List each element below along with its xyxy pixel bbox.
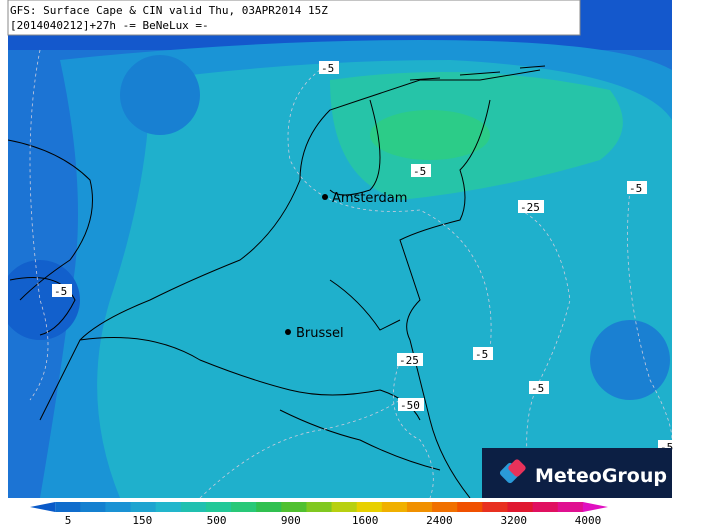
field-region	[120, 55, 200, 135]
title-line: GFS: Surface Cape & CIN valid Thu, 03APR…	[10, 4, 328, 17]
title-box	[7, 0, 581, 36]
contour-label: -50	[400, 399, 420, 412]
colorbar-segment	[80, 502, 106, 512]
map	[8, 0, 672, 498]
logo-text: MeteoGroup	[535, 465, 667, 487]
colorbar-segment	[205, 502, 232, 512]
colorbar-tick-label: 4000	[575, 514, 602, 526]
contour-label: -5	[475, 348, 488, 361]
colorbar-tick-label: 500	[207, 514, 227, 526]
colorbar: 5 150 500 900 1600 2400 3200 4000	[30, 502, 608, 527]
field-region	[8, 260, 80, 340]
colorbar-segment	[180, 502, 207, 512]
colorbar-segment	[356, 502, 383, 512]
colorbar-segment	[557, 502, 584, 512]
colorbar-segment	[381, 502, 408, 512]
contour-label: -5	[413, 165, 426, 178]
colorbar-segment	[406, 502, 433, 512]
colorbar-tick-label: 2400	[426, 514, 453, 526]
colorbar-tick-label: 5	[65, 514, 72, 526]
logo-icon	[499, 459, 526, 484]
contour-label: -5	[531, 382, 544, 395]
colorbar-segment	[30, 502, 56, 512]
title-line: [2014040212]+27h -= BeNeLux =-	[10, 19, 209, 32]
colorbar-tick-label: 900	[281, 514, 301, 526]
colorbar-segment	[331, 502, 358, 512]
borders	[8, 65, 546, 498]
colorbar-segment	[155, 502, 182, 512]
colorbar-tick-label: 150	[132, 514, 152, 526]
colorbar-segment	[55, 502, 81, 512]
colorbar-segment	[130, 502, 157, 512]
city-dot	[285, 329, 291, 335]
field-region	[590, 320, 670, 400]
contour-label: -5	[54, 285, 67, 298]
colorbar-segment	[507, 502, 534, 512]
contour-labels: -5 -5 -25 -5 -5 -25 -5 -5 -50 -5	[52, 61, 673, 454]
contour-label: -5	[321, 62, 334, 75]
field-region	[370, 110, 490, 160]
colorbar-segment	[482, 502, 508, 512]
contour-label: -25	[520, 201, 540, 214]
colorbar-tick-label: 3200	[500, 514, 527, 526]
colorbar-segment	[582, 502, 608, 512]
colorbar-segment	[105, 502, 132, 512]
colorbar-segment	[457, 502, 483, 512]
colorbar-segment	[231, 502, 257, 512]
city-label: Brussel	[296, 326, 344, 341]
contours	[29, 49, 672, 498]
contour-label: -25	[399, 354, 419, 367]
colorbar-segment	[432, 502, 458, 512]
colorbar-segment	[306, 502, 333, 512]
contour-label: -5	[629, 182, 642, 195]
colorbar-tick-label: 1600	[352, 514, 379, 526]
colorbar-segment	[256, 502, 282, 512]
colorbar-segment	[532, 502, 559, 512]
city-label: Amsterdam	[332, 191, 407, 206]
city-dot	[322, 194, 328, 200]
colorbar-segment	[281, 502, 307, 512]
